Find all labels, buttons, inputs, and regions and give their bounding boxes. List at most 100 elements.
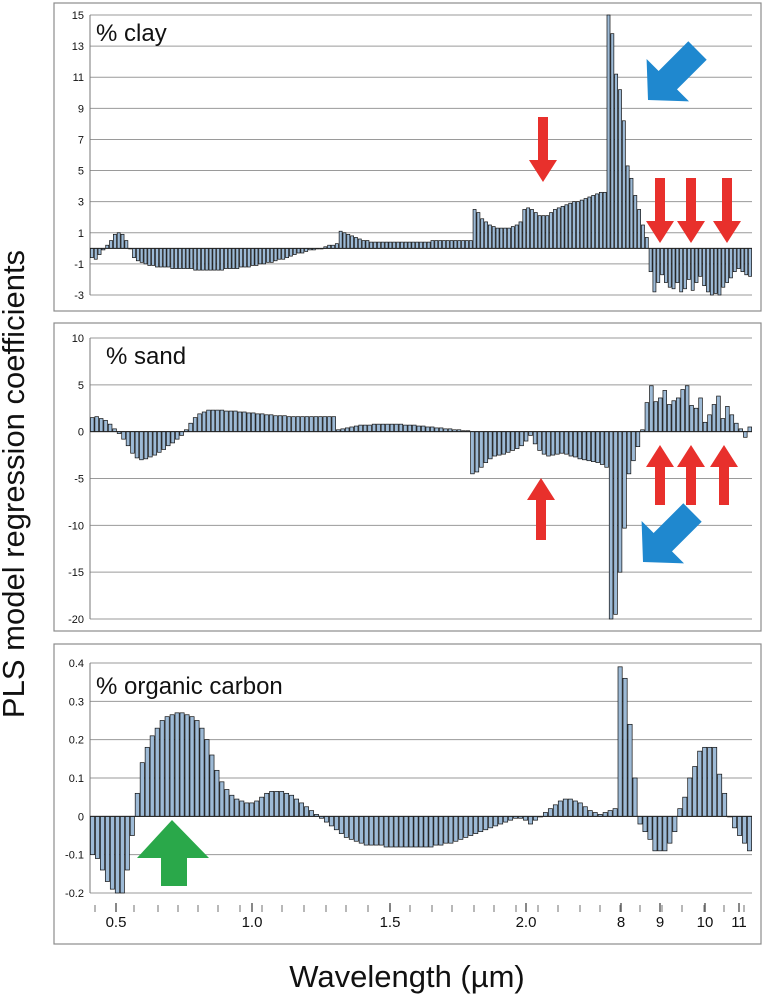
bar <box>562 798 568 817</box>
bar <box>90 417 95 433</box>
panel-2: 10 5 0 -5 -10 -15 -20 % sand <box>53 322 762 632</box>
bar <box>690 247 695 291</box>
y-tick-label: -3 <box>74 290 84 302</box>
y-tick-label: 0.3 <box>69 696 84 708</box>
y-tick-label: -1 <box>74 259 84 271</box>
bar <box>143 431 149 460</box>
bar <box>732 815 738 829</box>
red-arrow-down-icon <box>677 178 705 243</box>
bar <box>523 431 529 442</box>
bar <box>729 414 735 433</box>
bar <box>214 769 220 817</box>
bar <box>687 777 693 817</box>
bar <box>434 240 439 249</box>
bar <box>403 241 408 249</box>
bar <box>413 815 419 848</box>
bar <box>109 815 115 890</box>
bar <box>354 237 358 249</box>
bar <box>484 221 488 249</box>
bar <box>129 815 135 836</box>
bar <box>694 247 699 283</box>
bar <box>158 247 163 268</box>
bar <box>491 226 496 249</box>
bar <box>294 798 300 817</box>
bar <box>591 431 596 462</box>
bar <box>415 241 420 249</box>
bar <box>318 416 323 433</box>
y-tick-label: -10 <box>68 520 84 532</box>
bar <box>285 247 289 259</box>
bar <box>532 431 538 445</box>
bar <box>653 401 659 433</box>
red-arrow-down-icon <box>529 117 557 182</box>
bar <box>522 209 527 249</box>
bar <box>408 815 414 848</box>
bar <box>582 431 587 461</box>
y-tick-label: 0.4 <box>69 658 84 670</box>
bar <box>449 240 454 249</box>
bar <box>97 247 102 255</box>
bar <box>465 240 469 249</box>
bar <box>737 815 742 836</box>
bar <box>149 735 155 817</box>
bar <box>545 215 550 249</box>
bar <box>260 413 265 433</box>
bar <box>476 212 481 249</box>
bar <box>130 431 135 454</box>
bar <box>644 237 649 249</box>
y-tick-label: 0 <box>78 811 84 823</box>
bar <box>514 431 520 449</box>
bar <box>508 815 514 821</box>
bar <box>652 815 658 852</box>
bar <box>342 232 347 249</box>
bar <box>457 240 462 249</box>
bar <box>483 431 489 463</box>
bar <box>251 412 256 433</box>
bar <box>587 810 593 817</box>
bar <box>323 815 329 823</box>
bar <box>617 431 623 573</box>
red-arrow-down-icon <box>713 178 741 243</box>
bar <box>291 416 296 433</box>
bar <box>656 247 661 283</box>
bar <box>262 247 266 265</box>
bar <box>388 241 393 249</box>
bar <box>707 414 712 433</box>
bar <box>633 195 638 249</box>
bar <box>201 411 207 433</box>
bar <box>393 815 399 848</box>
bar <box>292 247 297 255</box>
bar <box>155 247 159 268</box>
y-tick-label: -0.1 <box>65 850 84 862</box>
bar <box>478 815 484 833</box>
panel-1: 15 13 11 9 7 5 3 1 -1 -3 % clay <box>53 2 762 312</box>
bar <box>104 815 110 882</box>
bar <box>423 815 429 848</box>
bar <box>438 240 442 249</box>
bar <box>537 431 542 451</box>
bar <box>748 247 752 277</box>
bar <box>181 247 186 269</box>
bar <box>510 431 515 451</box>
bar <box>147 247 152 266</box>
bar <box>629 177 634 249</box>
bar <box>90 247 94 259</box>
bar <box>139 247 144 263</box>
bar <box>686 247 691 280</box>
y-tick-label: -20 <box>68 614 84 626</box>
bar <box>747 815 752 852</box>
y-tick-label: 0.2 <box>69 735 84 747</box>
bar <box>244 802 250 817</box>
bar <box>610 33 615 249</box>
bar <box>189 247 194 269</box>
bar <box>443 815 449 844</box>
bar <box>468 240 473 249</box>
x-tick-label: 10 <box>697 914 714 931</box>
x-axis: 0.5 1.0 1.5 2.0 8 9 10 11 <box>94 903 747 931</box>
bar <box>470 431 475 475</box>
bar <box>488 815 494 829</box>
bar <box>411 241 416 249</box>
bar <box>345 427 350 433</box>
y-tick-label: 15 <box>72 10 84 22</box>
